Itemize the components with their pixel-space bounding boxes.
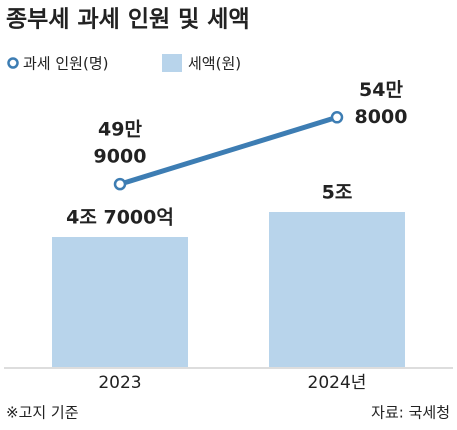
bar-label: 4조 7000억 xyxy=(66,207,174,229)
chart-title: 종부세 과세 인원 및 세액 xyxy=(6,7,250,33)
point-label: 49만 xyxy=(98,119,142,141)
x-tick-label: 2023 xyxy=(98,373,141,393)
x-tick-label: 2024년 xyxy=(308,373,367,393)
bar xyxy=(52,237,188,367)
line-point xyxy=(113,177,127,191)
note: ※고지 기준 xyxy=(6,404,79,422)
legend-label: 과세 인원(명) xyxy=(23,55,108,73)
source: 자료: 국세청 xyxy=(371,404,450,422)
bar-label: 5조 xyxy=(322,182,353,204)
point-label: 9000 xyxy=(94,146,147,168)
line xyxy=(119,114,338,187)
legend-label: 세액(원) xyxy=(188,55,241,73)
legend-marker xyxy=(7,57,19,69)
point-label: 8000 xyxy=(355,106,408,128)
line-point xyxy=(330,111,344,124)
legend-marker xyxy=(162,54,182,72)
bar xyxy=(269,212,405,367)
point-label: 54만 xyxy=(359,79,403,101)
